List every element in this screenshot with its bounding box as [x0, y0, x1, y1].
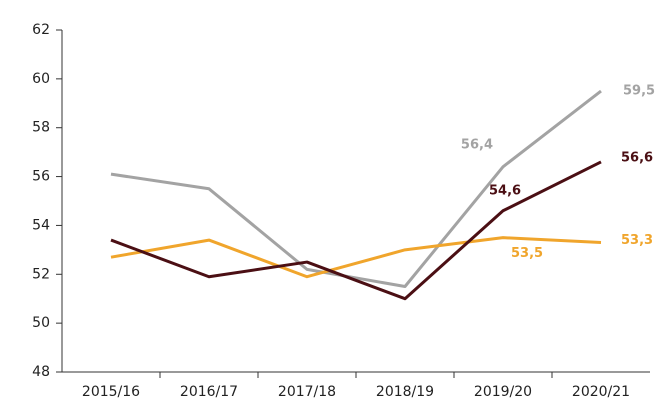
y-tick-label: 48 — [32, 364, 50, 380]
data-label: 56,4 — [461, 137, 493, 152]
x-tick-label: 2020/21 — [572, 384, 630, 400]
line-series — [110, 160, 602, 301]
x-tick-label: 2017/18 — [278, 384, 336, 400]
y-tick-label: 54 — [32, 217, 50, 233]
y-tick-label: 52 — [32, 266, 50, 282]
y-tick-label: 50 — [32, 315, 50, 331]
data-label: 59,5 — [623, 84, 655, 99]
y-tick-label: 60 — [32, 71, 50, 87]
line-series — [110, 89, 602, 288]
x-tick-label: 2016/17 — [180, 384, 238, 400]
data-label: 53,3 — [621, 233, 653, 248]
x-tick-label: 2018/19 — [376, 384, 434, 400]
y-tick-label: 58 — [32, 120, 50, 136]
y-tick-label: 62 — [32, 22, 50, 38]
data-label: 53,5 — [511, 246, 543, 261]
data-label: 54,6 — [489, 183, 521, 198]
y-tick-label: 56 — [32, 169, 50, 185]
x-tick-label: 2015/16 — [82, 384, 140, 400]
x-tick-label: 2019/20 — [474, 384, 532, 400]
line-series — [110, 236, 602, 279]
data-label: 56,6 — [621, 150, 653, 165]
